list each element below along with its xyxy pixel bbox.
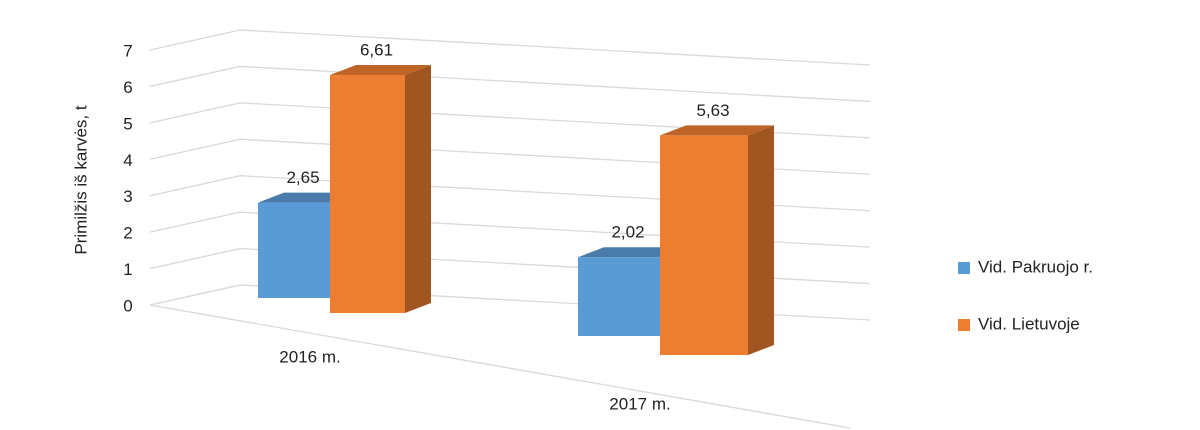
legend-label: Vid. Lietuvoje xyxy=(978,314,1080,333)
bar xyxy=(578,257,660,336)
floor-edge xyxy=(149,304,851,429)
bar-side xyxy=(405,65,431,313)
bar-top xyxy=(330,65,431,76)
x-tick-label: 2016 m. xyxy=(279,347,340,366)
y-tick-label: 3 xyxy=(123,187,132,206)
bar-top xyxy=(578,247,686,258)
x-tick-label: 2017 m. xyxy=(609,394,670,413)
y-tick-label: 1 xyxy=(123,260,132,279)
bar xyxy=(660,135,748,355)
y-axis-title: Primilžis iš karvės, t xyxy=(71,105,90,255)
bar-side xyxy=(748,125,774,356)
y-tick-label: 7 xyxy=(123,41,132,60)
data-label: 2,02 xyxy=(611,223,644,242)
legend-label: Vid. Pakruojo r. xyxy=(978,257,1093,276)
bar xyxy=(330,75,405,313)
grid-line xyxy=(149,29,871,66)
y-tick-label: 2 xyxy=(123,224,132,243)
data-label: 6,61 xyxy=(360,41,393,60)
y-tick-label: 0 xyxy=(123,296,132,315)
grid-line xyxy=(149,65,871,103)
y-tick-label: 4 xyxy=(123,151,132,170)
legend-swatch xyxy=(958,262,970,274)
grid-line xyxy=(149,102,871,139)
y-tick-label: 5 xyxy=(123,114,132,133)
data-label: 5,63 xyxy=(696,101,729,120)
bar-top xyxy=(660,125,774,136)
data-label: 2,65 xyxy=(286,168,319,187)
bar xyxy=(258,202,330,298)
y-tick-label: 6 xyxy=(123,78,132,97)
legend-swatch xyxy=(958,319,970,331)
